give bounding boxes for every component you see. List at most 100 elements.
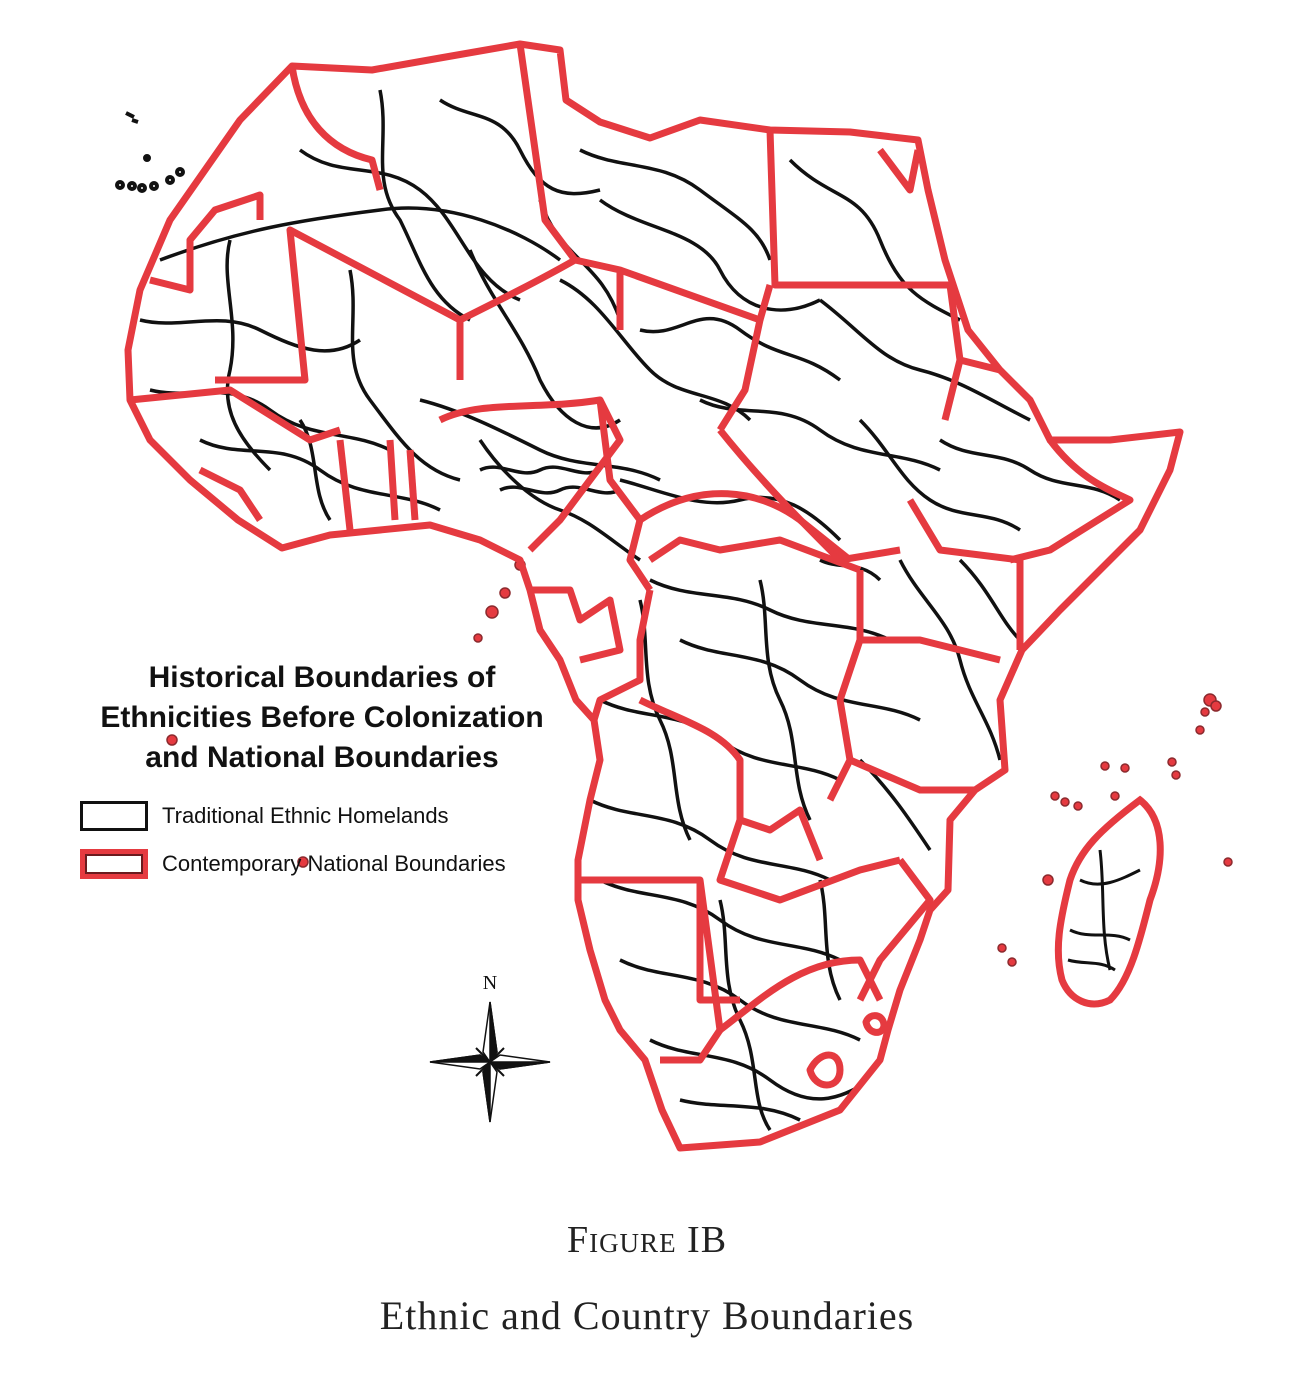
ethnic-line [718,899,772,1131]
border-lesotho [806,1051,844,1089]
island-cape-verde-7 [143,154,151,162]
legend-label-national: Contemporary National Boundaries [162,851,506,876]
compass-north-label: N [482,972,498,994]
island-comoros-2 [1060,797,1070,807]
island-cape-verde-1 [115,180,125,190]
ethnic-line [858,418,1021,532]
border-south-africa [717,956,884,1033]
island-cape-verde-3 [137,183,147,193]
border-drc-east [826,570,864,802]
legend-label-ethnic: Traditional Ethnic Homelands [162,803,449,828]
madagascar [1054,795,1164,1008]
compass-arm-east-fill [487,1061,551,1070]
island-ascension [297,856,309,868]
ethnic-line [479,465,601,475]
island-sao-tome-2 [473,633,483,643]
madagascar-ethnic-line [1098,849,1112,971]
border-west-africa-5 [406,449,419,521]
island-comoros-4 [1110,791,1120,801]
border-niger-chad [618,266,764,432]
border-drc-west [590,589,654,722]
legend-title-line-1: Historical Boundaries of [148,661,496,694]
ethnic-line [149,388,391,452]
figure-title: Ethnic and Country Boundaries [379,1293,915,1338]
island-st-helena [166,734,178,746]
legend-item-ethnic: Traditional Ethnic Homelands [80,796,449,836]
island-canary-1 [125,111,135,119]
island-bioko [499,587,511,599]
island-seychelles-4 [1195,725,1205,735]
ethnic-line [858,758,932,851]
island-amirantes-4 [1171,770,1181,780]
africa-map [115,0,1233,1200]
ethnic-line [499,485,621,495]
compass-arm-south-fill [482,1059,491,1123]
islands [115,111,185,193]
national-boundaries [128,44,1180,1148]
ethnic-line [599,878,841,962]
ethnic-line [378,89,471,322]
ethnic-line [298,419,332,521]
island-comoros-1 [1050,791,1060,801]
ethnic-line [139,318,361,353]
border-algeria-libya [516,43,578,263]
border-mali-niger [458,256,624,330]
ethnic-line [788,158,961,322]
madagascar-ethnic-line [1067,958,1116,972]
border-drc-south [638,696,824,862]
island-comoros-3 [1073,801,1083,811]
island-amirantes-1 [1100,761,1110,771]
border-tanzania [860,636,1001,664]
island-canary-2 [131,118,139,124]
ethnic-line [978,829,992,901]
border-west-africa-4 [386,439,399,521]
ethnic-line [638,599,692,841]
ethnic-line [468,249,621,430]
figure-label: Figure IB [566,1219,728,1261]
ethnic-line [579,148,772,261]
border-south-sudan [717,427,901,564]
island-cape-verde-6 [175,167,185,177]
island-seychelles-3 [1200,707,1210,717]
ethnic-line [478,439,641,562]
border-angola [580,876,740,1004]
border-west-africa-3 [336,439,354,531]
legend-swatch-ethnic [80,801,148,831]
border-morocco-algeria [288,65,384,191]
ethnic-line [958,558,1022,642]
border-cameroon [596,399,653,592]
border-red-sea [877,147,922,194]
border-congo-gabon [530,586,624,664]
ethnic-line [939,438,1121,502]
border-ethiopia-somalia [1009,437,1134,564]
ethnic-line [298,148,521,302]
ethnic-line [818,879,842,1001]
compass-arm-north-fill [489,1001,498,1065]
island-sao-tome-1 [485,605,499,619]
ethnic-line [758,579,812,821]
ethnic-line [559,278,752,422]
ethnic-line [589,798,831,882]
island-cape-verde-2 [127,181,137,191]
island-seychelles-2 [1210,700,1222,712]
border-chad-sudan [756,284,774,321]
ethnic-line [649,578,891,642]
border-zambia [716,818,901,904]
border-tanzania-south [848,756,975,794]
ethnic-line [439,98,601,196]
border-libya-egypt [766,129,820,289]
madagascar-coast [1054,795,1164,1008]
ethnic-boundaries [139,89,1121,1131]
border-ethiopia-kenya [906,498,1024,650]
island-cape-verde-4 [149,181,159,191]
border-west-africa-2 [198,466,263,522]
ethnic-line [649,1038,871,1101]
ethnic-line [199,438,441,512]
ethnic-line [348,269,461,482]
border-eswatini [862,1012,888,1036]
madagascar-ethnic-line [1069,928,1131,942]
ethnic-line [639,317,842,382]
ethnic-line [159,206,562,262]
island-europa-1 [997,943,1007,953]
ethnic-line [679,638,921,722]
